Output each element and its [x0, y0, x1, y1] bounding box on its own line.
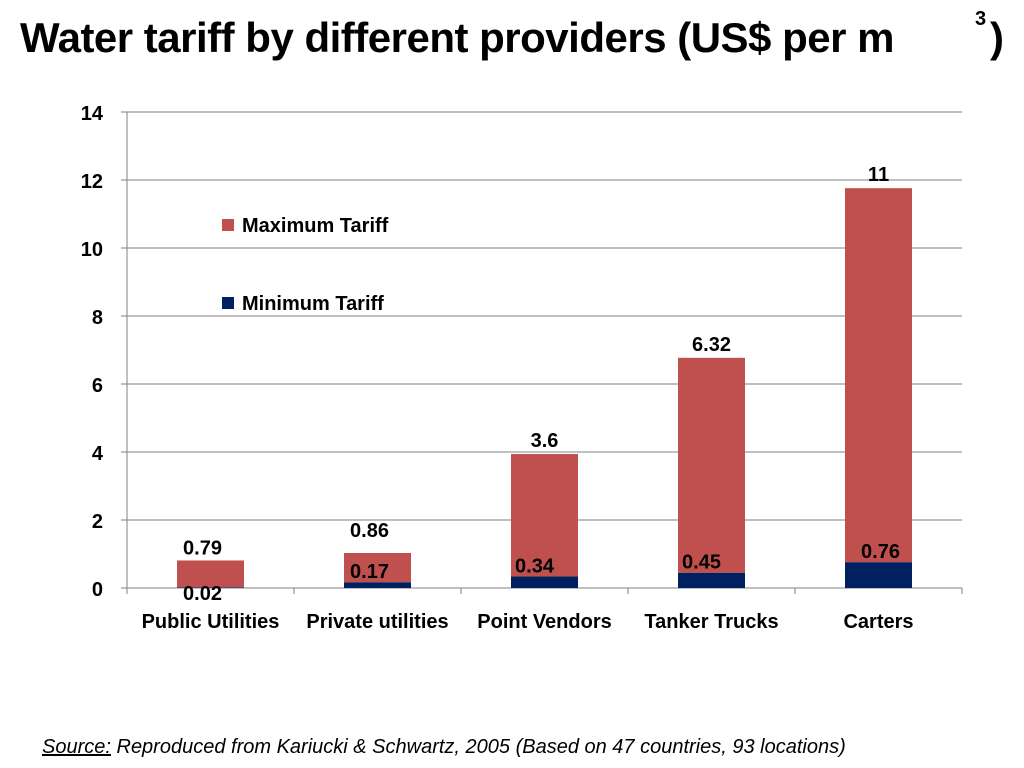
y-tick-label: 14: [81, 103, 104, 125]
bar-maximum-tariff: [678, 357, 745, 573]
x-tick-label: Public Utilities: [142, 611, 280, 633]
title-superscript: 3: [975, 8, 987, 30]
y-tick-label: 8: [92, 307, 103, 329]
data-label-minimum: 0.45: [682, 552, 721, 574]
bar-maximum-tariff: [511, 454, 578, 577]
legend-swatch-maximum: [222, 219, 234, 231]
source-note: Source: Reproduced from Kariucki & Schwa…: [42, 736, 846, 759]
y-tick-label: 0: [92, 579, 103, 601]
x-tick-label: Tanker Trucks: [644, 611, 778, 633]
data-label-maximum: 11: [868, 164, 889, 186]
x-tick-label: Private utilities: [306, 611, 448, 633]
data-label-minimum: 0.76: [861, 541, 900, 563]
bar-minimum-tariff: [344, 582, 411, 588]
y-tick-label: 10: [81, 239, 103, 261]
y-tick-label: 4: [92, 443, 104, 465]
legend-label-maximum: Maximum Tariff: [242, 215, 389, 237]
data-label-minimum: 0.02: [183, 583, 222, 605]
data-label-maximum: 6.32: [692, 334, 731, 356]
bar-minimum-tariff: [177, 587, 244, 588]
bar-minimum-tariff: [678, 572, 745, 588]
y-tick-label: 6: [92, 375, 103, 397]
legend-swatch-minimum: [222, 297, 234, 309]
bar-maximum-tariff: [845, 188, 912, 563]
source-text: Reproduced from Kariucki & Schwartz, 200…: [110, 736, 846, 758]
bar-maximum-tariff: [344, 552, 411, 583]
legend-label-minimum: Minimum Tariff: [242, 293, 384, 315]
data-label-minimum: 0.34: [515, 555, 555, 577]
y-tick-label: 2: [92, 511, 103, 533]
data-label-maximum: 0.79: [183, 537, 222, 559]
y-tick-label: 12: [81, 171, 103, 193]
x-tick-label: Carters: [843, 611, 913, 633]
bar-minimum-tariff: [511, 576, 578, 588]
page-title: Water tariff by different providers (US$…: [20, 14, 894, 62]
data-label-minimum: 0.17: [350, 561, 389, 583]
title-close-paren: ): [990, 14, 1004, 61]
data-label-maximum: 0.86: [350, 520, 389, 542]
bar-minimum-tariff: [845, 562, 912, 588]
bar-maximum-tariff: [177, 560, 244, 588]
x-tick-label: Point Vendors: [477, 611, 611, 633]
data-label-maximum: 3.6: [531, 430, 559, 452]
source-label: Source:: [42, 736, 111, 758]
tariff-chart: 0 2 4 6 8 10 12 14 0.79 0.02 Public Utilities 0.86 0…: [81, 103, 963, 633]
title-text: Water tariff by different providers (US$…: [20, 14, 894, 61]
